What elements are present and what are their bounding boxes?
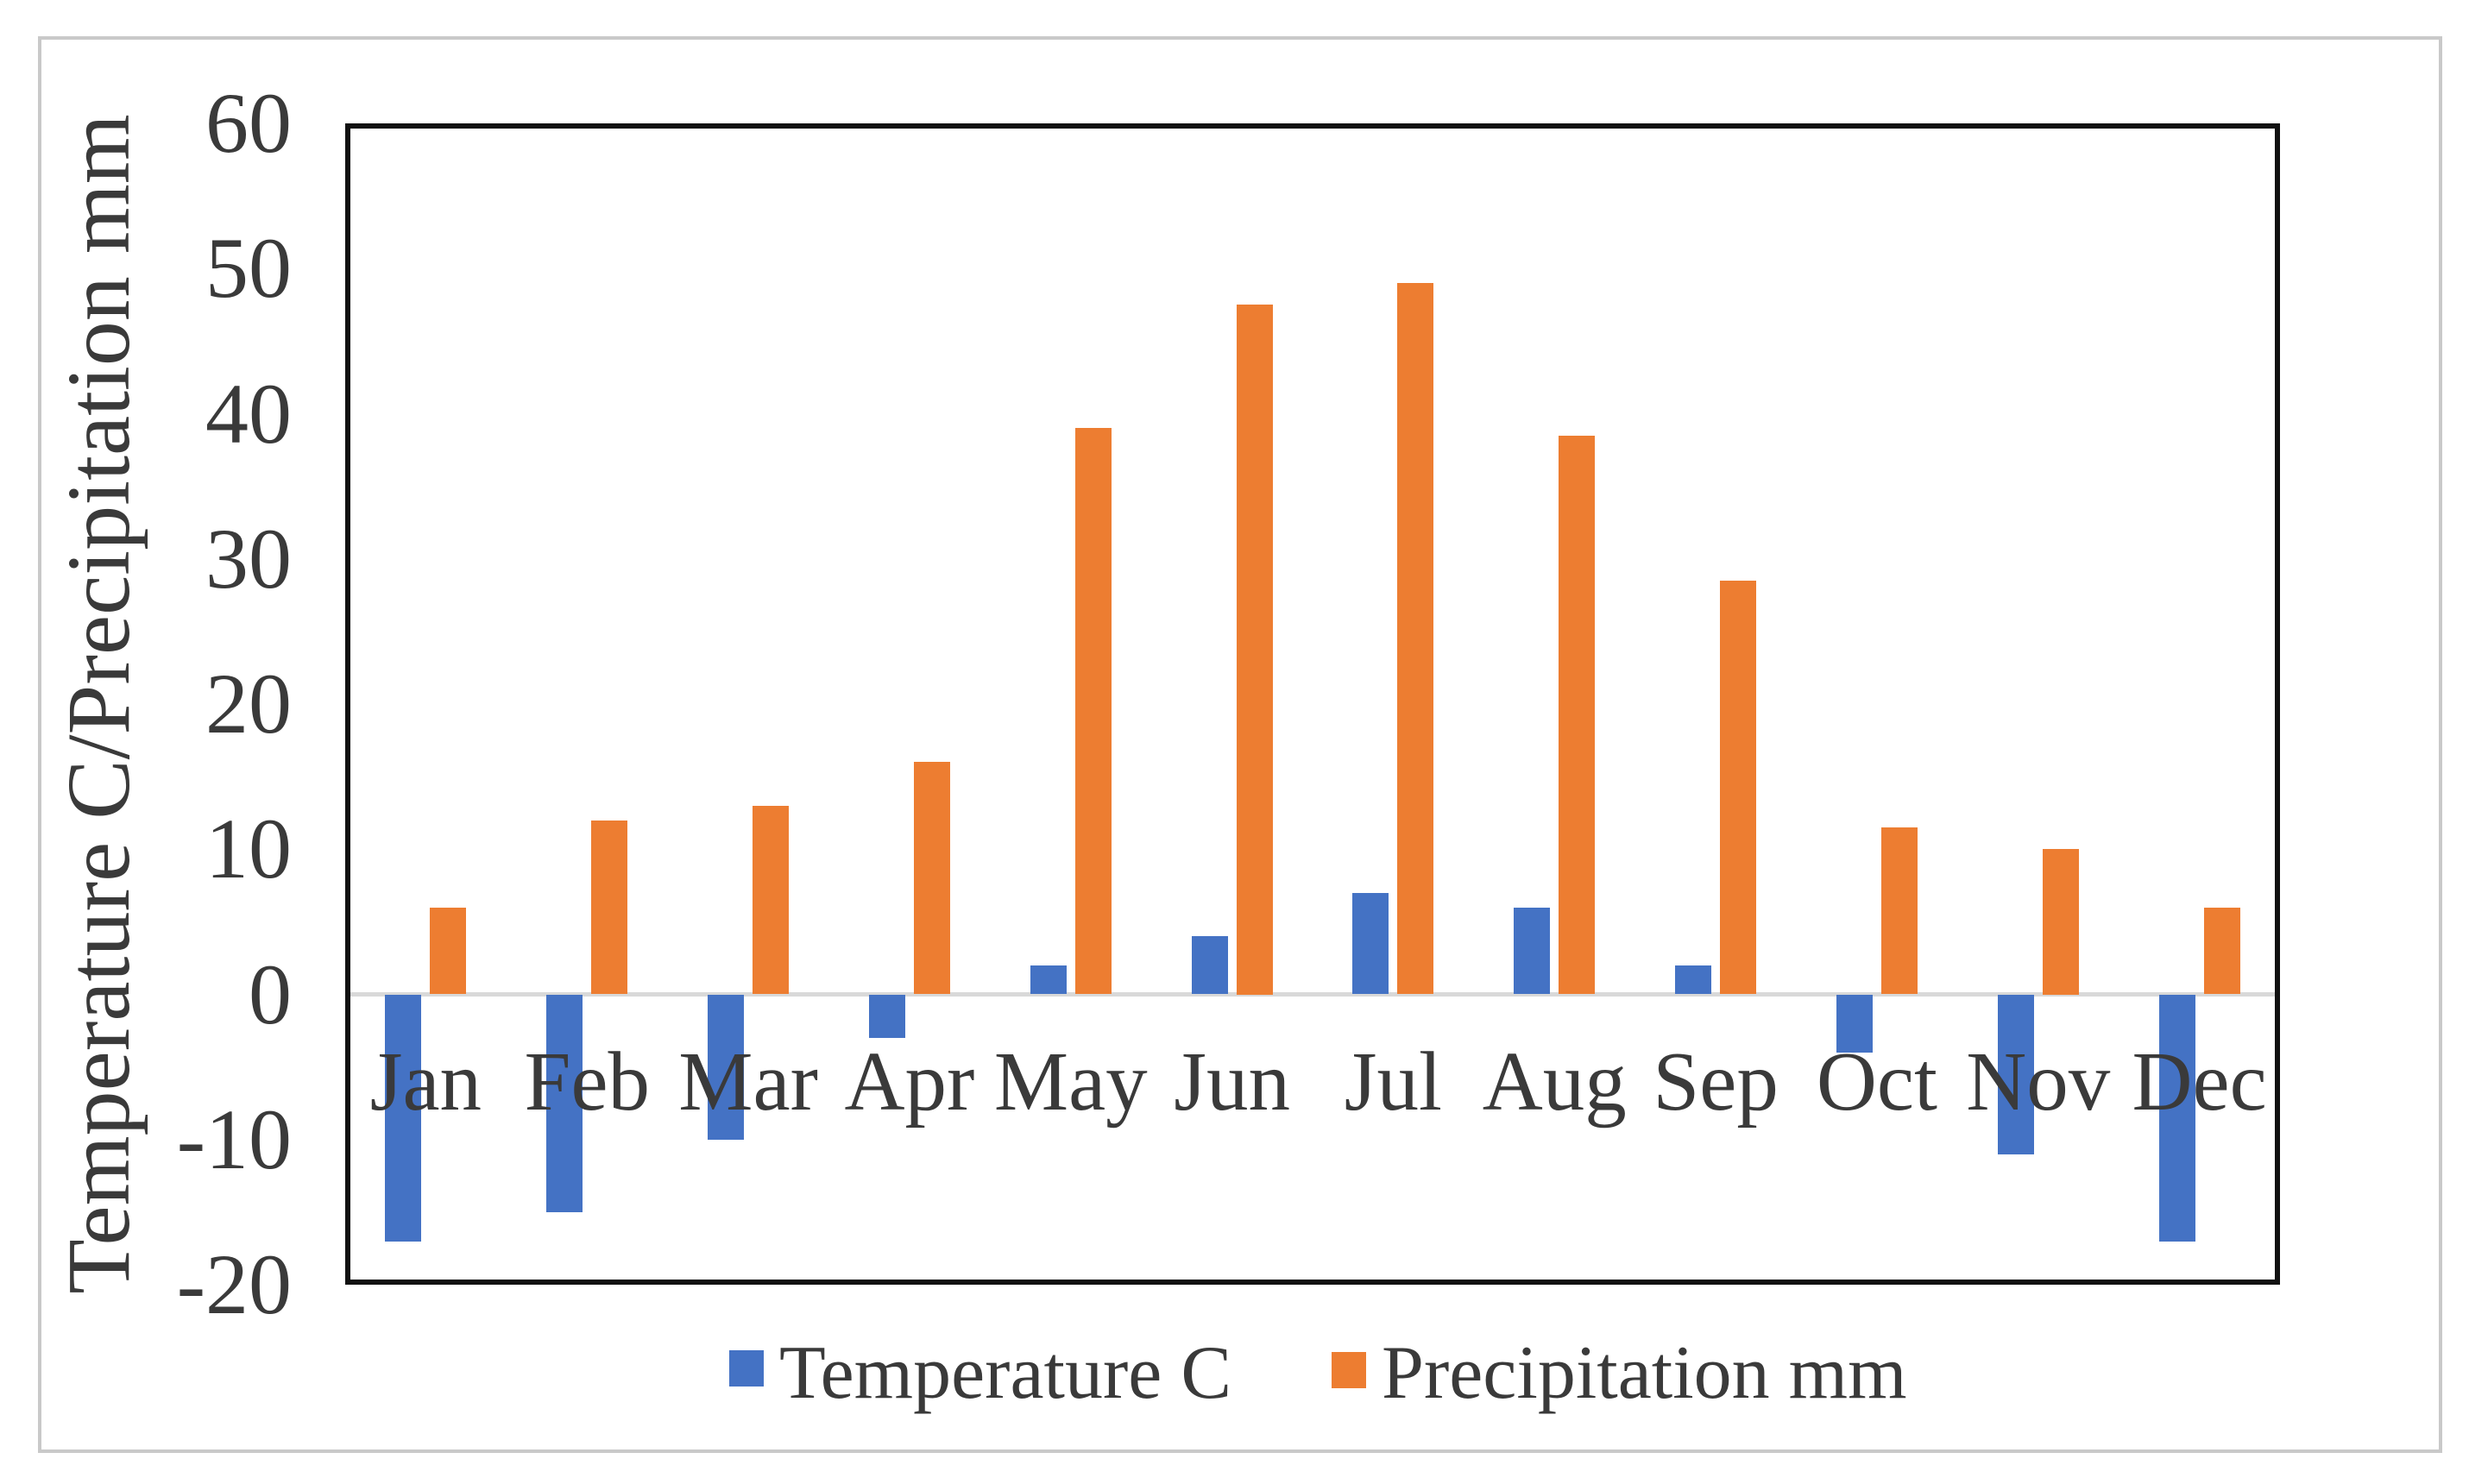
legend-label-temperature: Temperature C bbox=[779, 1331, 1232, 1415]
precipitation-bar bbox=[591, 820, 628, 995]
temperature-bar bbox=[868, 994, 905, 1038]
x-tick-label: Jul bbox=[1344, 1035, 1442, 1128]
x-tick-label: Dec bbox=[2132, 1035, 2267, 1128]
precipitation-bar bbox=[753, 805, 790, 995]
temperature-bar bbox=[1675, 965, 1712, 995]
precipitation-bar bbox=[913, 762, 950, 995]
x-tick-label: Mar bbox=[678, 1035, 818, 1128]
precipitation-bar bbox=[1880, 827, 1918, 995]
legend-label-precipitation: Precipitation mm bbox=[1382, 1331, 1907, 1415]
x-tick-label: Nov bbox=[1966, 1035, 2111, 1128]
y-tick-label: 40 bbox=[205, 365, 292, 462]
precipitation-bar bbox=[1559, 435, 1596, 995]
y-tick-label: 30 bbox=[205, 510, 292, 607]
temperature-bar bbox=[546, 994, 583, 1212]
y-tick-label: 50 bbox=[205, 220, 292, 317]
temperature-bar bbox=[1836, 994, 1873, 1053]
temperature-bar bbox=[2158, 994, 2195, 1242]
x-tick-label: Sep bbox=[1653, 1035, 1779, 1128]
temperature-bar bbox=[1514, 907, 1551, 995]
temperature-bar bbox=[1191, 936, 1228, 995]
y-tick-label: 10 bbox=[205, 801, 292, 897]
x-tick-label: Jun bbox=[1174, 1035, 1290, 1128]
x-tick-label: May bbox=[993, 1035, 1148, 1128]
legend-marker-temperature-icon bbox=[729, 1350, 764, 1387]
x-tick-label: Apr bbox=[844, 1035, 975, 1128]
x-tick-label: Feb bbox=[524, 1035, 651, 1128]
temperature-bar bbox=[1352, 892, 1389, 995]
x-tick-label: Oct bbox=[1816, 1035, 1937, 1128]
precipitation-bar bbox=[2042, 849, 2079, 995]
y-tick-label: 60 bbox=[205, 75, 292, 171]
precipitation-bar bbox=[1074, 428, 1112, 995]
temperature-bar bbox=[1997, 994, 2034, 1154]
legend-marker-precipitation-icon bbox=[1332, 1352, 1366, 1388]
y-tick-label: 0 bbox=[249, 946, 292, 1042]
x-tick-label: Aug bbox=[1482, 1035, 1627, 1128]
temperature-bar bbox=[708, 994, 745, 1140]
precipitation-bar bbox=[1236, 305, 1273, 995]
plot-area-border bbox=[345, 123, 2280, 1285]
precipitation-bar bbox=[1720, 580, 1757, 995]
precipitation-bar bbox=[2203, 907, 2240, 995]
figure-border bbox=[38, 36, 2442, 1453]
x-tick-label: Jan bbox=[369, 1035, 482, 1128]
y-tick-label: 20 bbox=[205, 656, 292, 751]
y-tick-label: -20 bbox=[176, 1236, 292, 1332]
temperature-bar bbox=[1030, 965, 1067, 995]
precipitation-bar bbox=[1397, 283, 1434, 995]
precipitation-bar bbox=[430, 907, 467, 995]
temperature-bar bbox=[385, 994, 422, 1242]
zero-gridline bbox=[345, 992, 2280, 997]
y-tick-label: -10 bbox=[176, 1091, 292, 1187]
